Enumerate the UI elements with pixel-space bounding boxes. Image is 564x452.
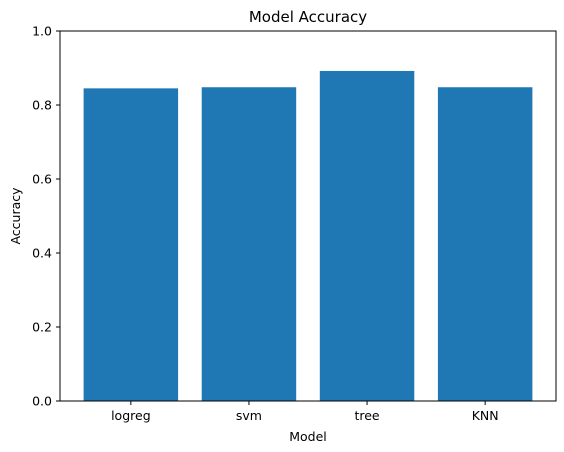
bars-layer xyxy=(83,70,533,402)
bar-svm xyxy=(201,87,297,402)
bar-logreg xyxy=(83,88,179,401)
x-axis-ticks: logreg svm tree KNN xyxy=(111,401,499,423)
plot-frame xyxy=(59,30,557,402)
y-tick-label: 1.0 xyxy=(32,24,52,39)
bar-tree xyxy=(319,70,415,402)
y-tick-label: 0.2 xyxy=(32,320,52,335)
y-tick-label: 0.0 xyxy=(32,394,52,409)
y-tick-label: 0.8 xyxy=(32,98,52,113)
x-axis-label: Model xyxy=(289,429,327,444)
x-tick-label: tree xyxy=(354,408,379,423)
y-axis-ticks: 0.0 0.2 0.4 0.6 0.8 1.0 xyxy=(32,24,60,409)
x-tick-label: svm xyxy=(236,408,262,423)
x-tick-label: logreg xyxy=(111,408,151,423)
chart-title: Model Accuracy xyxy=(249,8,367,26)
x-tick-label: KNN xyxy=(472,408,499,423)
y-tick-label: 0.4 xyxy=(32,246,52,261)
y-tick-label: 0.6 xyxy=(32,172,52,187)
bar-KNN xyxy=(437,87,533,402)
y-axis-label: Accuracy xyxy=(8,187,23,245)
